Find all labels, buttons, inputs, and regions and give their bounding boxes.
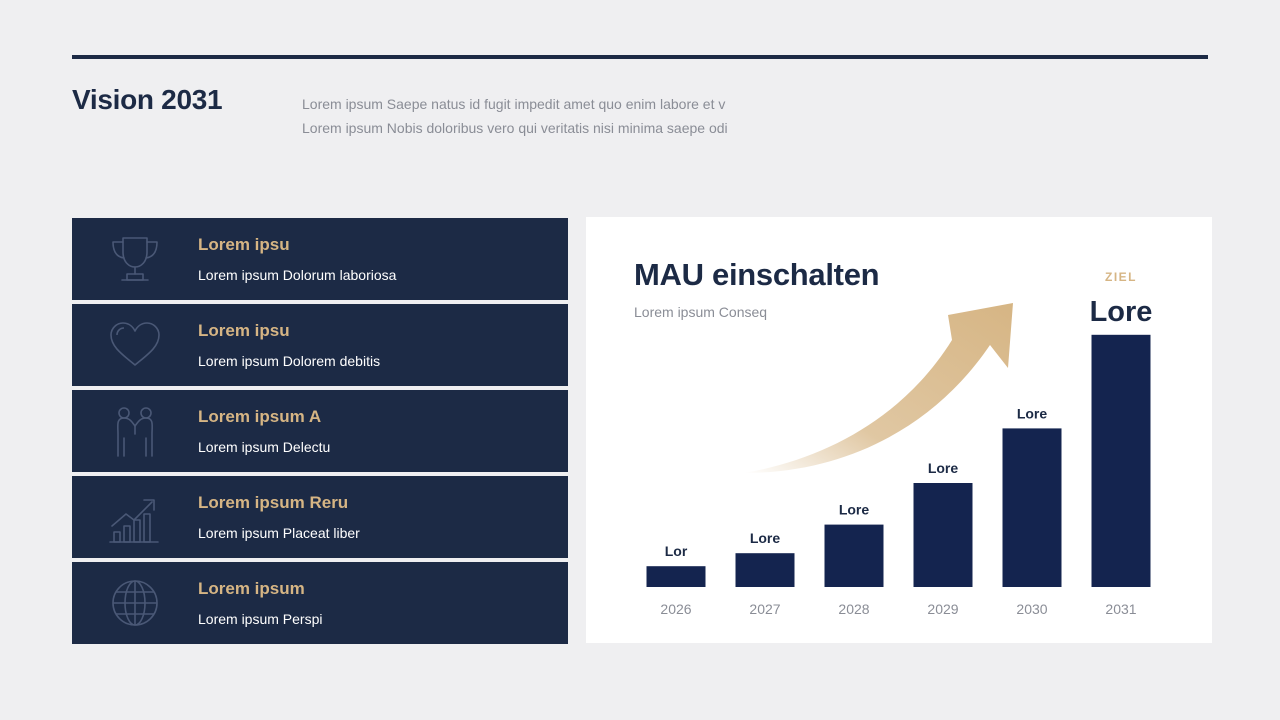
x-tick-2026: 2026 [660, 601, 691, 617]
x-tick-2028: 2028 [838, 601, 869, 617]
intro-line-2: Lorem ipsum Nobis doloribus vero qui ver… [302, 120, 728, 136]
x-tick-2027: 2027 [749, 601, 780, 617]
feature-text: Lorem ipsum Perspi [198, 611, 323, 627]
feature-item-globe: Lorem ipsum Lorem ipsum Perspi [72, 562, 568, 644]
intro-text: Lorem ipsum Saepe natus id fugit impedit… [302, 92, 728, 140]
feature-title: Lorem ipsum A [198, 407, 322, 426]
chart-card: MAU einschalten Lorem ipsum Conseq Lor 20… [586, 217, 1212, 643]
feature-text: Lorem ipsum Dolorem debitis [198, 353, 381, 369]
data-label-2028: Lore [839, 502, 870, 518]
x-tick-2030: 2030 [1016, 601, 1047, 617]
bar-2029 [913, 483, 973, 587]
feature-text: Lorem ipsum Dolorum laboriosa [198, 267, 397, 283]
bar-2030 [1002, 428, 1062, 587]
high-five-icon [106, 404, 164, 458]
target-tag: ZIEL [1105, 270, 1137, 284]
top-rule [72, 55, 1208, 59]
feature-text: Lorem ipsum Placeat liber [198, 525, 360, 541]
growth-chart-icon [106, 490, 164, 544]
feature-title: Lorem ipsum [198, 579, 305, 598]
bar-2026 [646, 566, 706, 587]
feature-list: Lorem ipsu Lorem ipsum Dolorum laboriosa… [72, 218, 568, 648]
data-label-2030: Lore [1017, 405, 1048, 421]
x-tick-2031: 2031 [1105, 601, 1136, 617]
chart-subtitle: Lorem ipsum Conseq [634, 304, 768, 320]
chart-title: MAU einschalten [634, 257, 880, 292]
data-label-2029: Lore [928, 460, 959, 476]
feature-text: Lorem ipsum Delectu [198, 439, 331, 455]
bar-2028 [824, 524, 884, 587]
data-label-2031: Lore [1090, 296, 1153, 328]
data-label-2027: Lore [750, 530, 781, 546]
feature-title: Lorem ipsu [198, 321, 290, 340]
trend-arrow [744, 303, 1013, 473]
page-title: Vision 2031 [72, 84, 223, 115]
trophy-icon [106, 232, 164, 286]
intro-line-1: Lorem ipsum Saepe natus id fugit impedit… [302, 96, 726, 112]
feature-item-trophy: Lorem ipsu Lorem ipsum Dolorum laboriosa [72, 218, 568, 300]
feature-item-high-five: Lorem ipsum A Lorem ipsum Delectu [72, 390, 568, 472]
data-label-2026: Lor [665, 543, 688, 559]
x-tick-2029: 2029 [927, 601, 958, 617]
bar-2031 [1091, 334, 1151, 587]
bar-chart: Lor 2026 Lore 2027 Lore 2028 Lore 2029 Lore 2030 L… [646, 270, 1153, 617]
globe-icon [106, 576, 164, 630]
heart-icon [106, 318, 164, 372]
feature-item-growth: Lorem ipsum Reru Lorem ipsum Placeat lib… [72, 476, 568, 558]
bar-2027 [735, 553, 795, 587]
feature-title: Lorem ipsum Reru [198, 493, 349, 512]
feature-title: Lorem ipsu [198, 235, 290, 254]
feature-item-heart: Lorem ipsu Lorem ipsum Dolorem debitis [72, 304, 568, 386]
